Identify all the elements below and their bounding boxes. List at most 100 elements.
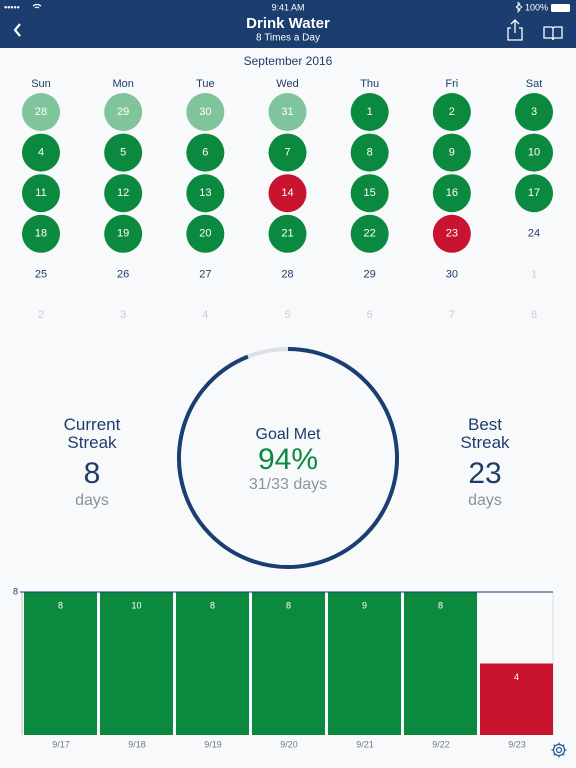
bar — [24, 592, 97, 735]
month-title: September 2016 — [244, 54, 333, 68]
day-circle[interactable] — [104, 133, 143, 172]
day-number[interactable]: 14 — [281, 187, 293, 199]
day-number[interactable]: 3 — [120, 309, 126, 321]
bar-group — [24, 592, 553, 735]
day-number[interactable]: 20 — [199, 228, 211, 240]
day-circle[interactable] — [432, 214, 471, 253]
weekday-label: Wed — [276, 78, 298, 90]
day-circle[interactable] — [186, 133, 225, 172]
book-button[interactable] — [543, 26, 563, 41]
day-number[interactable]: 24 — [528, 228, 540, 240]
day-circle[interactable] — [186, 174, 225, 213]
day-number[interactable]: 9 — [449, 147, 455, 159]
day-number[interactable]: 27 — [199, 268, 211, 280]
day-number[interactable]: 5 — [120, 147, 126, 159]
day-number[interactable]: 21 — [281, 228, 293, 240]
nav-bar-bg — [0, 0, 576, 48]
best-streak-value: 23 — [468, 457, 502, 490]
day-circle[interactable] — [104, 93, 143, 131]
day-number[interactable]: 16 — [446, 187, 458, 199]
day-circle[interactable] — [350, 214, 389, 253]
day-number[interactable]: 2 — [38, 309, 44, 321]
day-number[interactable]: 31 — [281, 106, 293, 118]
day-number[interactable]: 7 — [449, 309, 455, 321]
bluetooth-icon — [515, 1, 523, 13]
y-tick-label: 8 — [13, 586, 18, 596]
day-number[interactable]: 22 — [364, 228, 376, 240]
day-number[interactable]: 12 — [117, 187, 129, 199]
day-number[interactable]: 13 — [199, 187, 211, 199]
day-number[interactable]: 30 — [199, 106, 211, 118]
day-number[interactable]: 26 — [117, 268, 129, 280]
day-circle[interactable] — [268, 214, 307, 253]
day-number[interactable]: 29 — [364, 268, 376, 280]
day-number[interactable]: 19 — [117, 228, 129, 240]
day-number[interactable]: 28 — [281, 268, 293, 280]
bar — [328, 592, 401, 735]
day-circle[interactable] — [268, 174, 307, 213]
day-number[interactable]: 6 — [367, 309, 373, 321]
day-number[interactable]: 3 — [531, 106, 537, 118]
day-circle[interactable] — [22, 93, 60, 131]
day-number[interactable]: 5 — [284, 309, 290, 321]
day-circle[interactable] — [186, 93, 225, 131]
day-number[interactable]: 29 — [117, 106, 129, 118]
day-number[interactable]: 6 — [202, 147, 208, 159]
day-number[interactable]: 8 — [531, 309, 537, 321]
share-button[interactable] — [507, 19, 523, 41]
day-number[interactable]: 1 — [531, 268, 537, 280]
day-number[interactable]: 17 — [528, 187, 540, 199]
wifi-icon — [32, 3, 42, 9]
back-button[interactable] — [13, 23, 21, 37]
day-number[interactable]: 8 — [367, 147, 373, 159]
weekday-label: Thu — [360, 78, 379, 90]
day-circle[interactable] — [22, 174, 60, 213]
day-circle[interactable] — [104, 214, 143, 253]
day-circle[interactable] — [432, 174, 471, 213]
day-circle[interactable] — [350, 93, 389, 131]
day-circle[interactable] — [515, 93, 554, 131]
ring-progress — [177, 347, 399, 569]
settings-button[interactable] — [551, 742, 567, 758]
day-number[interactable]: 15 — [364, 187, 376, 199]
bar-value-label: 8 — [286, 600, 291, 610]
day-circle[interactable] — [186, 214, 225, 253]
day-circle[interactable] — [104, 174, 143, 213]
day-circle[interactable] — [22, 133, 60, 172]
day-number[interactable]: 10 — [528, 147, 540, 159]
day-number[interactable]: 11 — [35, 187, 46, 199]
bar — [480, 663, 553, 735]
bar-value-label: 4 — [514, 672, 519, 682]
day-number[interactable]: 2 — [449, 106, 455, 118]
x-tick-label: 9/20 — [280, 739, 298, 749]
day-circle[interactable] — [268, 93, 307, 131]
day-circle[interactable] — [515, 174, 554, 213]
bar-value-label: 8 — [58, 600, 63, 610]
weekday-label: Fri — [445, 78, 458, 90]
bar-value-label: 8 — [210, 600, 215, 610]
weekday-label: Sat — [526, 78, 543, 90]
day-number[interactable]: 18 — [35, 228, 47, 240]
day-number[interactable]: 30 — [446, 268, 458, 280]
day-number[interactable]: 7 — [284, 147, 290, 159]
day-number[interactable]: 4 — [202, 309, 208, 321]
day-number[interactable]: 4 — [38, 147, 44, 159]
x-tick-label: 9/19 — [204, 739, 222, 749]
day-number[interactable]: 28 — [35, 106, 47, 118]
day-number[interactable]: 25 — [35, 268, 47, 280]
day-number[interactable]: 1 — [367, 106, 373, 118]
day-circle[interactable] — [22, 214, 60, 253]
day-number[interactable]: 23 — [446, 228, 458, 240]
weekday-label: Tue — [196, 78, 215, 90]
day-circle[interactable] — [432, 133, 471, 172]
day-circle[interactable] — [350, 133, 389, 172]
day-circle[interactable] — [268, 133, 307, 172]
day-circle[interactable] — [432, 93, 471, 131]
day-circle[interactable] — [350, 174, 389, 213]
current-streak-label: Current Streak — [63, 415, 121, 452]
day-circle[interactable] — [515, 133, 554, 172]
goal-detail: 31/33 days — [249, 476, 327, 493]
